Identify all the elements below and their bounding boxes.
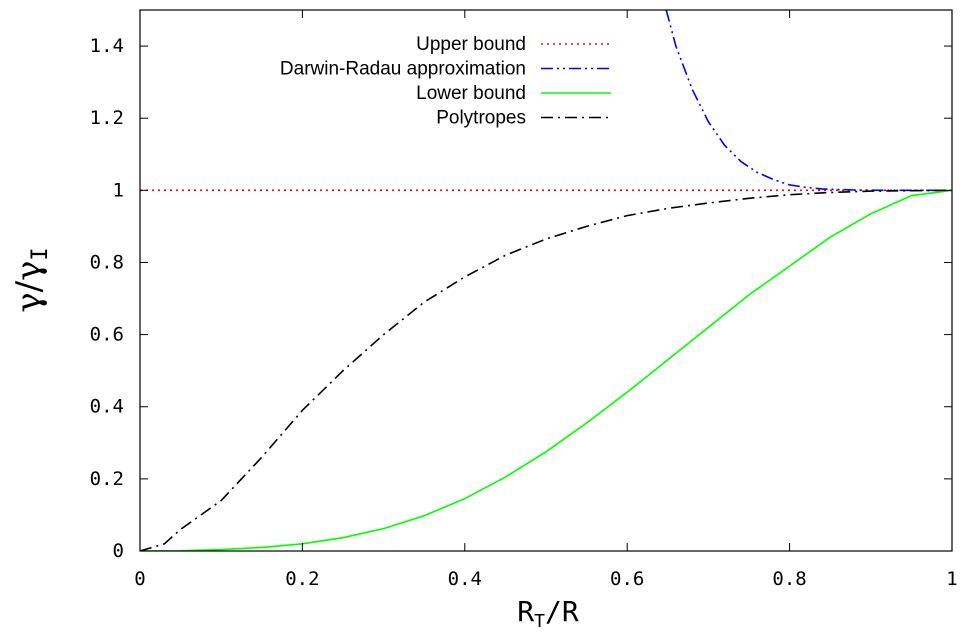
y-axis-title-sub: I [28, 247, 53, 260]
x-axis-title: RT/R [517, 595, 579, 632]
ticks-layer: 0 0.2 0.4 0.6 0.8 1 0 0.2 0.4 0.6 0.8 1 1.2 1.4 [90, 10, 958, 590]
x-tick-label: 1 [946, 568, 957, 590]
x-tick-label: 0.8 [772, 568, 806, 590]
x-tick-label: 0 [134, 568, 145, 590]
y-tick-label: 0 [113, 540, 124, 562]
y-tick-label: 1 [113, 179, 124, 201]
series-layer [140, 10, 952, 551]
x-tick-label: 0.6 [610, 568, 644, 590]
legend-label: Darwin-Radau approximation [280, 59, 526, 80]
y-axis-title-main: γ/γ [9, 261, 49, 313]
x-axis-title-main: R [517, 595, 534, 628]
y-tick-label: 1.2 [90, 107, 124, 129]
series-line-2 [140, 189, 952, 551]
y-tick-label: 0.4 [90, 396, 124, 418]
plot-frame [139, 9, 953, 552]
legend-label: Polytropes [436, 108, 526, 129]
x-tick-label: 0.2 [285, 568, 319, 590]
y-tick-label: 1.4 [90, 35, 124, 57]
y-tick-label: 0.6 [90, 324, 124, 346]
legend-label: Upper bound [416, 34, 526, 55]
y-tick-label: 0.8 [90, 251, 124, 273]
y-axis-title: γ/γI [9, 247, 53, 312]
series-line-3 [140, 189, 952, 551]
x-axis-title-tail: /R [545, 595, 579, 628]
x-tick-label: 0.4 [448, 568, 482, 590]
x-axis-title-sub: T [534, 611, 545, 632]
legend-label: Lower bound [416, 83, 526, 104]
series-line-1 [665, 10, 952, 192]
y-tick-label: 0.2 [90, 468, 124, 490]
legend: Upper bound Darwin-Radau approximation Low… [280, 34, 611, 129]
